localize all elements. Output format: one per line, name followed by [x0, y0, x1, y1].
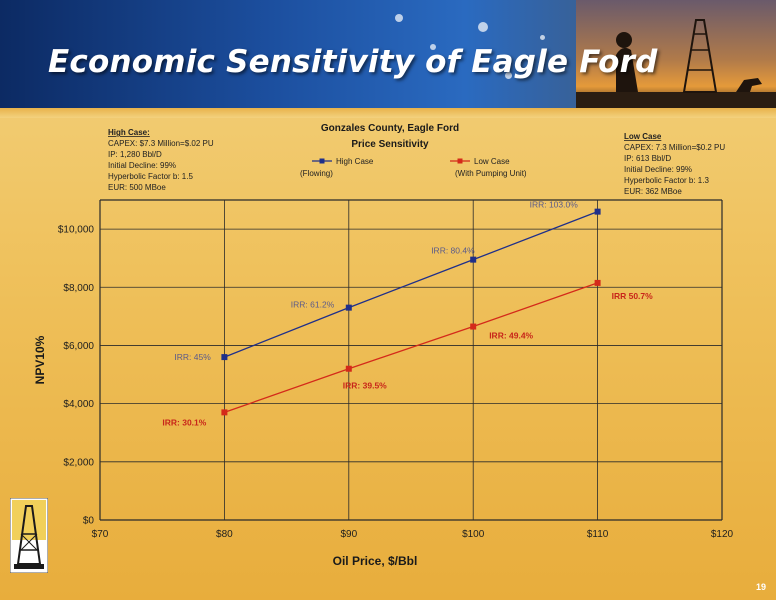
banner-divider: [0, 108, 776, 118]
high-case-irr-label: IRR: 61.2%: [291, 300, 335, 310]
banner-decoration: [478, 22, 488, 32]
low-case-data-point: [345, 365, 352, 372]
high-case-line: Initial Decline: 99%: [108, 161, 176, 170]
x-tick-label: $100: [462, 529, 485, 540]
high-case-line: IP: 1,280 Bbl/D: [108, 150, 162, 159]
title-banner: Economic Sensitivity of Eagle Ford: [0, 0, 776, 108]
high-case-line: Hyperbolic Factor b: 1.5: [108, 172, 193, 181]
low-case-line: Hyperbolic Factor b: 1.3: [624, 176, 709, 185]
banner-decoration: [430, 44, 436, 50]
low-case-data-point: [470, 323, 477, 330]
y-tick-label: $6,000: [63, 341, 94, 352]
low-case-line: IP: 613 Bbl/D: [624, 154, 671, 163]
chart-title: Gonzales County, Eagle Ford: [321, 123, 459, 134]
low-case-irr-label: IRR: 30.1%: [162, 417, 206, 427]
low-case-irr-label: IRR: 49.4%: [489, 331, 533, 341]
high-case-info-box: High Case: CAPEX: $7.3 Million=$.02 PU I…: [108, 128, 214, 192]
low-case-heading: Low Case: [624, 132, 662, 141]
low-case-irr-label: IRR: 39.5%: [343, 381, 387, 391]
chart-grid: $0 $2,000 $4,000 $6,000 $8,000 $10,000 $70 $80 $…: [58, 199, 734, 540]
high-case-line: CAPEX: $7.3 Million=$.02 PU: [108, 139, 214, 148]
banner-decoration: [395, 14, 403, 22]
x-axis-label: Oil Price, $/Bbl: [333, 554, 418, 568]
low-case-info-box: Low Case CAPEX: 7.3 Million=$0.2 PU IP: …: [624, 132, 725, 196]
oil-rig-photo: [576, 0, 776, 108]
y-tick-label: $10,000: [58, 225, 95, 236]
x-tick-label: $80: [216, 529, 233, 540]
x-tick-label: $110: [587, 529, 609, 540]
high-case-data-point: [470, 256, 477, 263]
y-tick-label: $2,000: [63, 457, 94, 468]
low-case-data-point: [221, 409, 228, 416]
high-case-data-point: [345, 304, 352, 311]
y-axis-label: NPV10%: [33, 335, 47, 384]
low-case-line: CAPEX: 7.3 Million=$0.2 PU: [624, 143, 725, 152]
high-case-data-point: [221, 354, 228, 361]
banner-decoration: [505, 72, 512, 79]
oil-derrick-logo-icon: [10, 498, 48, 573]
y-tick-label: $0: [83, 516, 95, 527]
banner-decoration: [540, 35, 545, 40]
page-number: 19: [755, 582, 766, 592]
high-case-line: EUR: 500 MBoe: [108, 183, 166, 192]
oil-rig-silhouette-icon: [576, 19, 776, 108]
legend-low-case-marker: [457, 158, 463, 164]
x-tick-label: $70: [92, 529, 109, 540]
x-tick-label: $120: [711, 529, 734, 540]
high-case-data-point: [594, 208, 601, 215]
low-case-series-line: [224, 282, 598, 413]
chart-series: IRR: 45% IRR: 61.2% IRR: 80.4% IRR: 103.0% I…: [162, 200, 653, 428]
x-tick-label: $90: [340, 529, 357, 540]
high-case-irr-label: IRR: 80.4%: [431, 246, 475, 256]
chart-legend: High Case (Flowing) Low Case (With Pumpi…: [300, 157, 527, 178]
chart-subtitle: Price Sensitivity: [351, 139, 429, 150]
legend-high-case-sub: (Flowing): [300, 169, 333, 178]
legend-low-case-sub: (With Pumping Unit): [455, 169, 527, 178]
legend-low-case-label: Low Case: [474, 157, 510, 166]
low-case-data-point: [594, 279, 601, 286]
high-case-series-line: [224, 211, 598, 358]
low-case-line: Initial Decline: 99%: [624, 165, 692, 174]
y-tick-label: $8,000: [63, 283, 94, 294]
y-tick-label: $4,000: [63, 399, 94, 410]
high-case-irr-label: IRR: 103.0%: [530, 200, 579, 210]
high-case-irr-label: IRR: 45%: [174, 352, 211, 362]
legend-high-case-label: High Case: [336, 157, 374, 166]
high-case-heading: High Case:: [108, 128, 150, 137]
legend-high-case-marker: [319, 158, 325, 164]
slide-title: Economic Sensitivity of Eagle Ford: [48, 44, 658, 80]
low-case-irr-label: IRR 50.7%: [612, 291, 654, 301]
low-case-line: EUR: 362 MBoe: [624, 187, 682, 196]
